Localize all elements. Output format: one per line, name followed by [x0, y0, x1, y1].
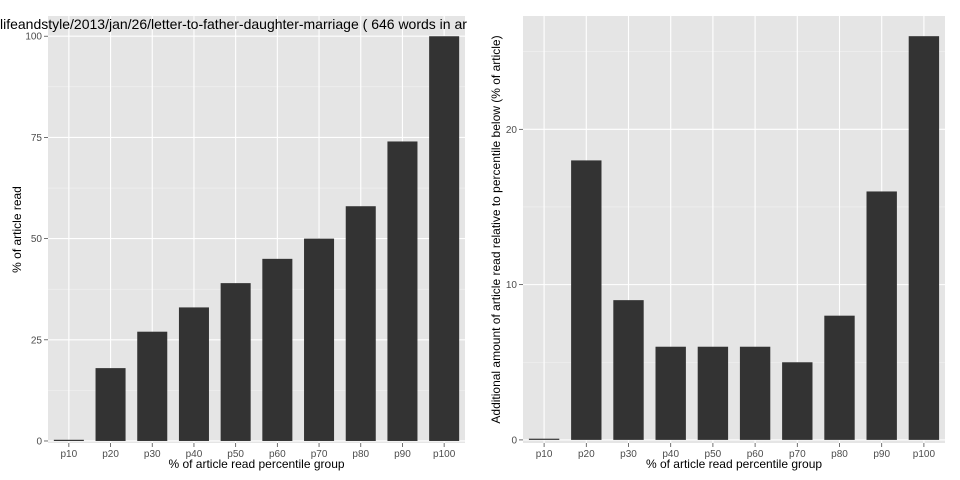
y-tick-label: 0 [511, 435, 517, 446]
x-tick-label: p80 [831, 449, 848, 460]
bar-p100 [429, 36, 460, 441]
x-tick-label: p100 [433, 449, 456, 460]
x-tick-label: p100 [913, 449, 936, 460]
x-tick-label: p40 [186, 449, 203, 460]
y-tick-label: 50 [31, 234, 43, 245]
x-tick-label: p10 [536, 449, 553, 460]
y-tick-label: 20 [506, 125, 518, 136]
bar-p10 [53, 439, 84, 441]
bar-p70 [304, 238, 335, 441]
bar-p30 [137, 331, 168, 441]
y-tick-label: 0 [36, 436, 42, 447]
y-tick-label: 10 [506, 280, 518, 291]
bar-p40 [178, 307, 209, 441]
x-tick-label: p30 [144, 449, 161, 460]
bar-p80 [345, 206, 376, 441]
x-tick-label: p90 [873, 449, 890, 460]
x-tick-label: p20 [578, 449, 595, 460]
bar-p70 [782, 362, 813, 440]
bar-p10 [528, 438, 560, 440]
x-tick-label: p20 [102, 449, 119, 460]
y-tick-label: 100 [25, 32, 42, 43]
x-tick-label: p70 [789, 449, 806, 460]
left-chart-y-axis-label: % of article read [10, 186, 24, 273]
bar-p80 [824, 315, 855, 440]
right-chart-y-axis-label: Additional amount of article read relati… [489, 35, 503, 423]
left-chart-title: lifeandstyle/2013/jan/26/letter-to-fathe… [0, 16, 467, 32]
x-tick-label: p80 [352, 449, 369, 460]
bar-p90 [866, 191, 897, 440]
x-tick-label: p30 [620, 449, 637, 460]
x-tick-label: p60 [747, 449, 764, 460]
x-tick-label: p60 [269, 449, 286, 460]
left-chart: 0 25 50 75 100 p10 p20 p30 p40 p50 p60 p70 p80 p90 p10… [0, 16, 467, 471]
bar-p60 [739, 346, 771, 440]
left-chart-x-axis-label: % of article read percentile group [168, 457, 344, 471]
bar-p90 [387, 141, 418, 441]
x-tick-label: p50 [705, 449, 722, 460]
bar-p60 [262, 258, 293, 441]
right-chart-x-axis-label: % of article read percentile group [646, 457, 822, 471]
bar-p50 [220, 283, 251, 441]
bar-p40 [655, 346, 686, 440]
bar-p20 [571, 160, 602, 440]
bar-p30 [613, 300, 644, 440]
x-tick-label: p40 [662, 449, 679, 460]
bar-p100 [908, 36, 940, 440]
y-tick-label: 75 [31, 133, 43, 144]
x-tick-label: p50 [227, 449, 244, 460]
right-chart: 0 10 20 p10 p20 p30 p40 p50 p60 p70 p80 p90 p100 Add… [489, 16, 945, 471]
x-tick-label: p70 [311, 449, 328, 460]
x-tick-label: p90 [394, 449, 411, 460]
bar-p20 [95, 368, 126, 441]
bar-p50 [697, 346, 729, 440]
y-tick-label: 25 [31, 335, 43, 346]
x-tick-label: p10 [61, 449, 78, 460]
